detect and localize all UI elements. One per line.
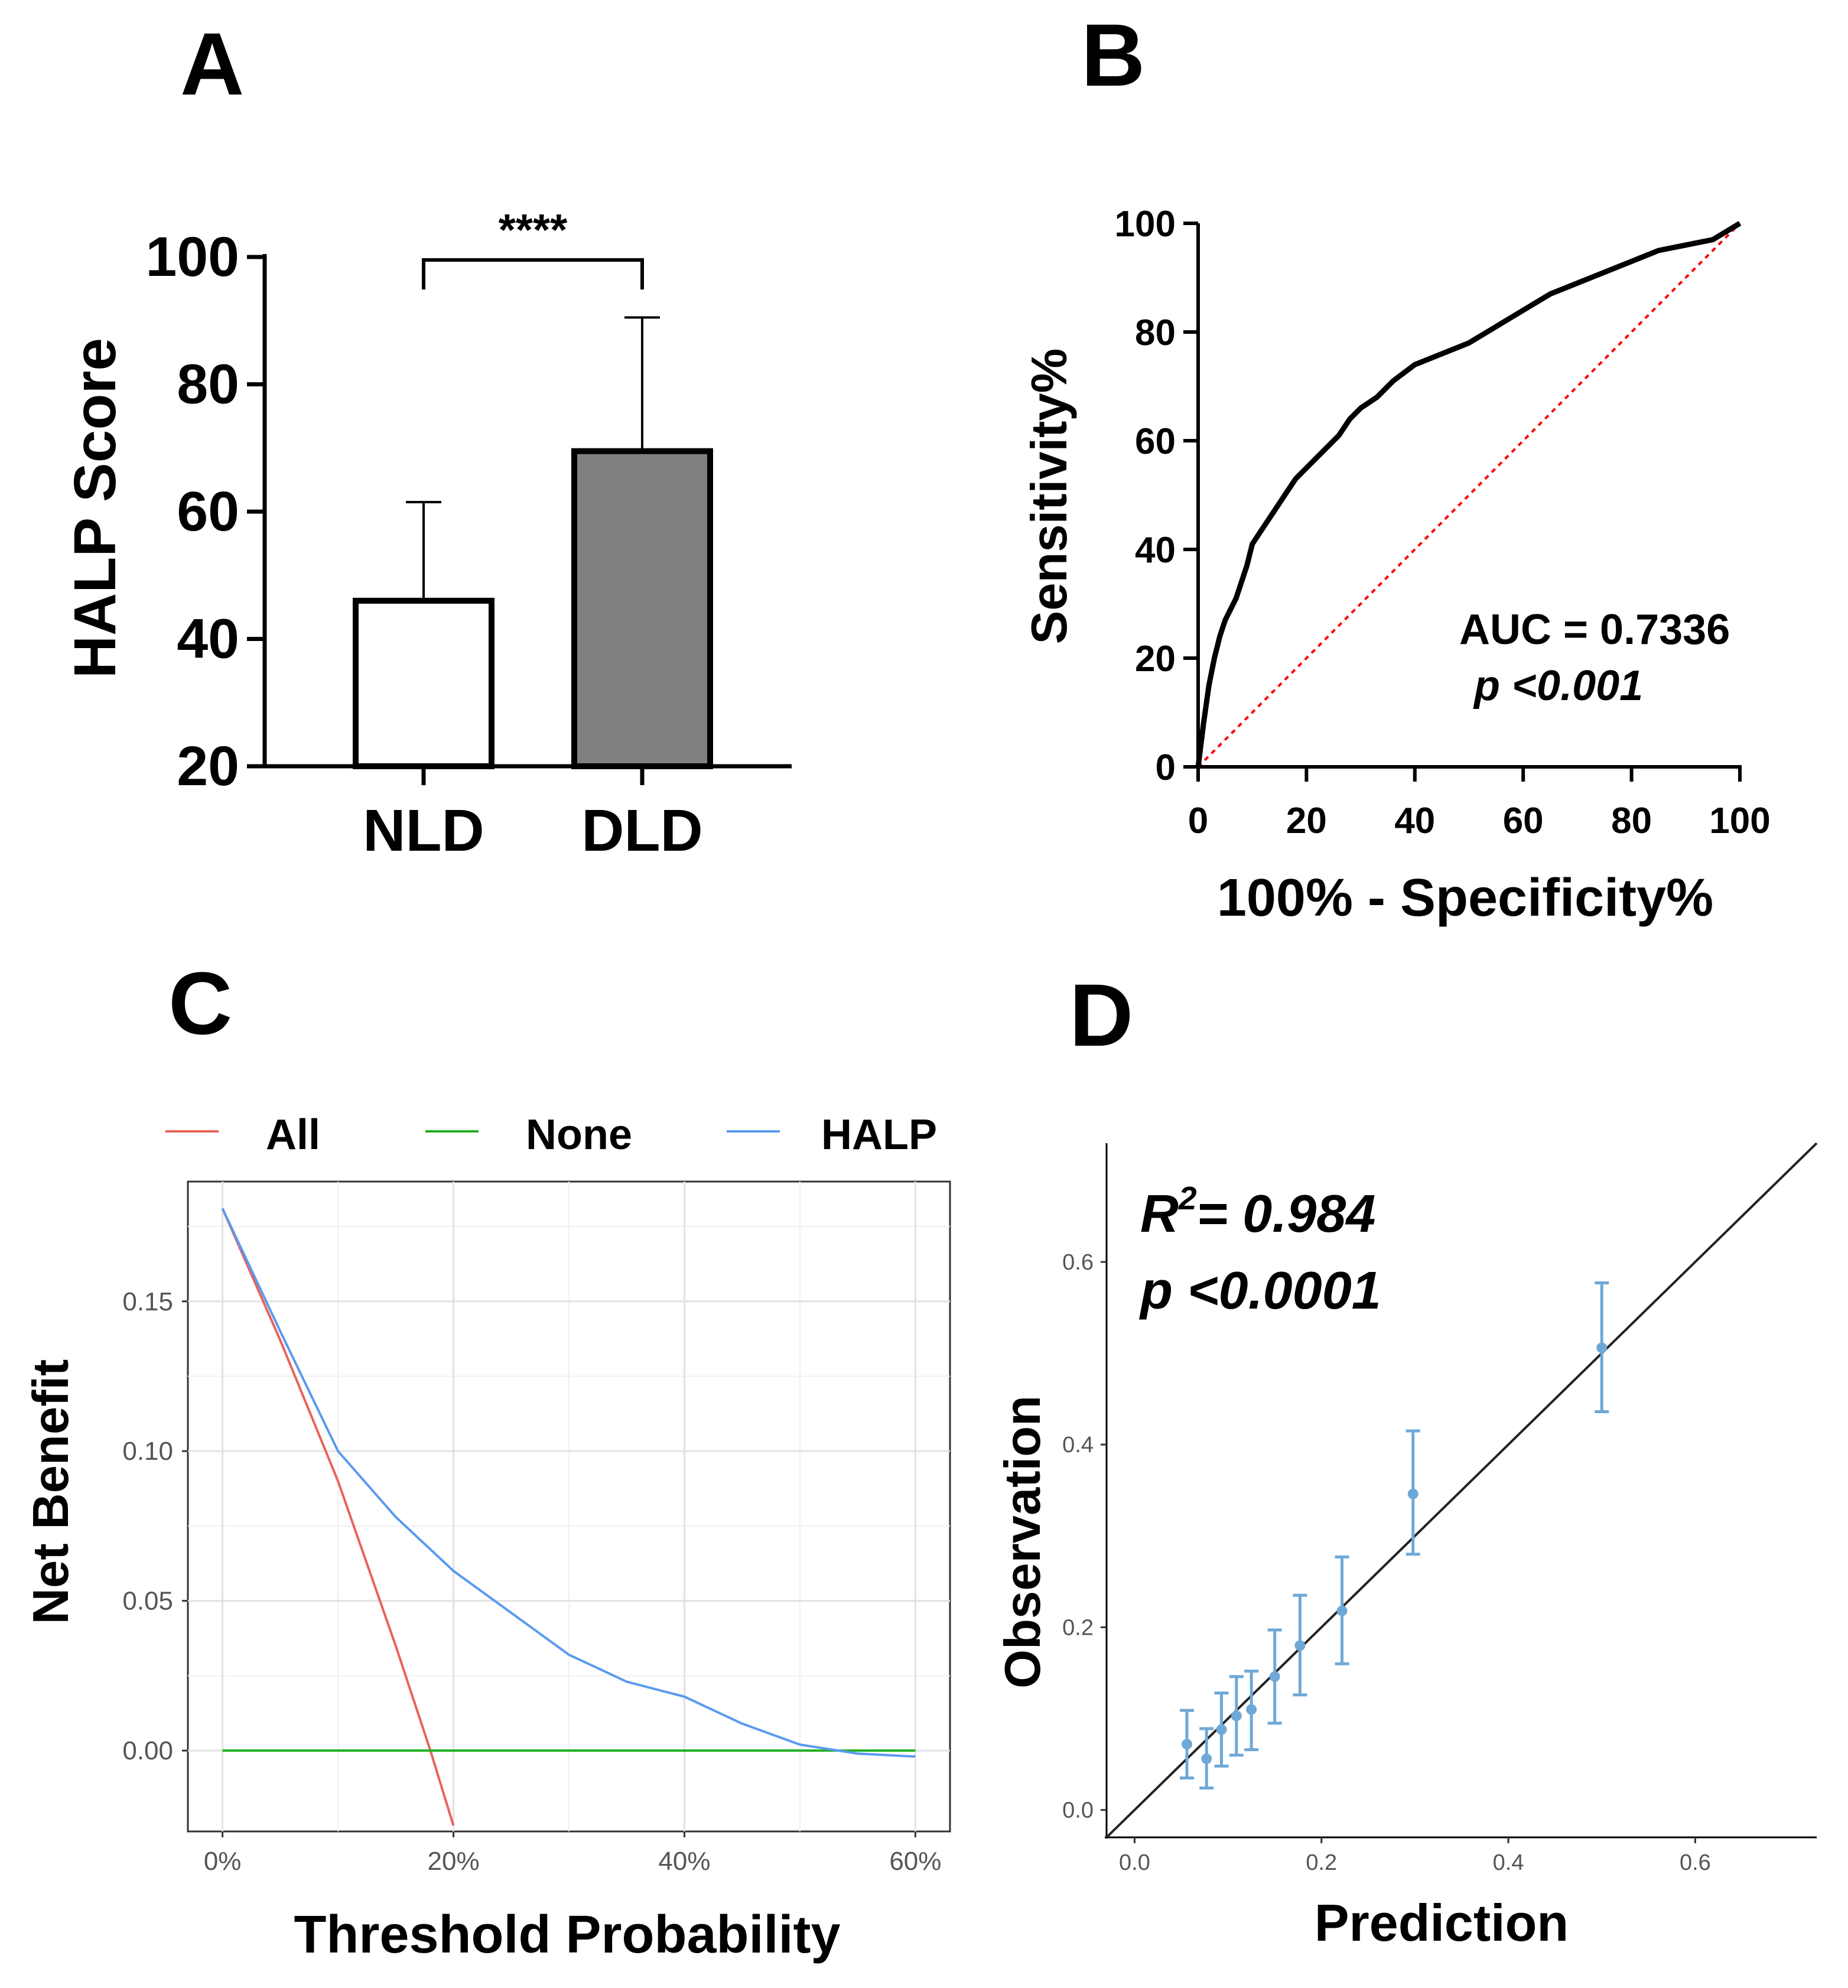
b-xtick-label: 0 xyxy=(1188,801,1208,841)
d-xtick-label: 0.0 xyxy=(1119,1850,1150,1875)
c-legend-label-halp: HALP xyxy=(821,1111,937,1159)
c-legend-label-none: None xyxy=(526,1111,632,1159)
b-ytick-label: 100 xyxy=(1115,204,1176,245)
c-ylabel: Net Benefit xyxy=(23,1359,79,1625)
a-ytick-label: 80 xyxy=(177,353,239,416)
a-category-label: NLD xyxy=(363,798,484,864)
d-xtick-label: 0.2 xyxy=(1306,1850,1337,1875)
c-series-all xyxy=(221,1208,455,1826)
a-significance-bracket xyxy=(422,258,644,289)
d-ylabel: Observation xyxy=(995,1395,1051,1688)
a-ylabel: HALP Score xyxy=(62,338,128,678)
panel-b-roc-chart: Sensitivity% 100% - Specificity% 0 20 40 60… xyxy=(1021,204,1771,928)
d-point xyxy=(1231,1710,1242,1722)
d-r2-text: R2= 0.984 xyxy=(1140,1180,1375,1244)
d-xlabel: Prediction xyxy=(1315,1893,1569,1952)
a-significance-stars: **** xyxy=(499,205,568,255)
d-point xyxy=(1182,1739,1193,1750)
d-ytick-label: 0.2 xyxy=(1062,1615,1094,1640)
b-xtick-label: 80 xyxy=(1611,801,1652,841)
c-xtick-label: 0% xyxy=(204,1847,242,1876)
c-legend-label-all: All xyxy=(266,1111,320,1159)
a-ytick-label: 100 xyxy=(145,226,239,288)
c-ytick-label: 0.05 xyxy=(122,1587,173,1616)
panel-d-calibration: 0.0 0.2 0.4 0.6 0.0 0.2 0.4 0.6 R2= 0.984 p <0.… xyxy=(995,1142,1818,1952)
c-xtick-label: 60% xyxy=(889,1847,941,1876)
a-ytick-label: 60 xyxy=(177,480,239,543)
d-xtick-label: 0.6 xyxy=(1680,1850,1711,1875)
d-point xyxy=(1407,1488,1418,1499)
c-ytick-label: 0.10 xyxy=(122,1437,173,1466)
a-bar-nld xyxy=(353,597,494,769)
d-point xyxy=(1294,1640,1306,1651)
c-series-halp xyxy=(221,1208,916,1758)
b-ytick-label: 80 xyxy=(1135,313,1176,353)
c-ytick-label: 0.15 xyxy=(122,1287,173,1316)
b-xtick-label: 60 xyxy=(1503,801,1544,841)
b-reference-line xyxy=(1197,222,1741,768)
panel-label-c: C xyxy=(168,954,232,1053)
d-point xyxy=(1269,1671,1280,1682)
b-xtick-label: 40 xyxy=(1394,801,1435,841)
d-ytick-label: 0.4 xyxy=(1062,1433,1094,1457)
panel-label-b: B xyxy=(1081,5,1145,105)
d-diagonal-line xyxy=(1105,1142,1818,1839)
c-xlabel: Threshold Probability xyxy=(294,1905,840,1964)
panel-c-decision-curve: 0.000.050.100.150% 20% 40% 60% All None HALP … xyxy=(23,1111,951,1964)
d-point xyxy=(1216,1724,1227,1735)
b-p-text: p <0.001 xyxy=(1473,662,1643,710)
b-ytick-label: 0 xyxy=(1156,747,1176,788)
b-auc-text: AUC = 0.7336 xyxy=(1459,606,1730,653)
b-ytick-label: 20 xyxy=(1135,639,1176,679)
b-xlabel: 100% - Specificity% xyxy=(1217,868,1713,928)
b-ytick-label: 40 xyxy=(1135,530,1176,571)
d-point xyxy=(1201,1753,1212,1765)
d-p-text: p <0.0001 xyxy=(1139,1261,1381,1320)
d-ytick-label: 0.0 xyxy=(1062,1798,1094,1823)
b-roc-curve xyxy=(1195,221,1742,767)
a-bar-dld xyxy=(571,448,713,769)
b-xtick-label: 100 xyxy=(1709,801,1770,841)
d-point xyxy=(1596,1342,1608,1353)
c-xtick-label: 40% xyxy=(658,1847,710,1876)
d-ytick-label: 0.6 xyxy=(1062,1250,1094,1275)
d-point xyxy=(1336,1605,1348,1616)
panel-label-d: D xyxy=(1069,965,1133,1065)
c-xtick-label: 20% xyxy=(428,1847,480,1876)
b-ylabel: Sensitivity% xyxy=(1021,349,1078,645)
panel-a-bar-chart: HALP Score 20 40 60 80 100 NLD DLD **** xyxy=(62,205,792,864)
a-category-label: DLD xyxy=(581,798,703,864)
a-ytick-label: 40 xyxy=(177,608,239,671)
panel-label-a: A xyxy=(180,14,244,113)
d-xtick-label: 0.4 xyxy=(1493,1850,1524,1875)
d-point xyxy=(1246,1704,1257,1715)
b-ytick-label: 60 xyxy=(1135,421,1176,462)
c-ytick-label: 0.00 xyxy=(122,1736,173,1765)
b-xtick-label: 20 xyxy=(1286,801,1327,841)
a-ytick-label: 20 xyxy=(177,735,239,798)
